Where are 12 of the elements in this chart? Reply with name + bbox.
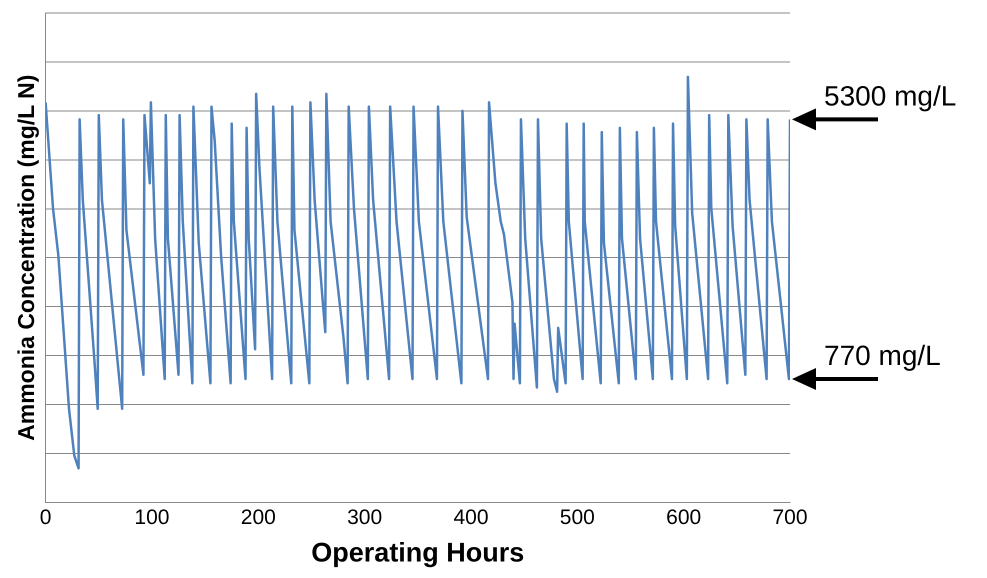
x-tick-label: 700 — [772, 506, 808, 529]
x-tick-label: 100 — [134, 506, 170, 529]
x-tick-label: 0 — [40, 506, 52, 529]
annotation: 5300 mg/L — [824, 80, 956, 112]
x-tick-label: 200 — [240, 506, 276, 529]
x-tick-label: 300 — [347, 506, 382, 529]
x-tick-label: 500 — [560, 506, 595, 529]
x-tick-label: 600 — [666, 506, 702, 529]
y-axis-title: Ammonia Concentration (mg/L N) — [13, 74, 40, 441]
annotation: 770 mg/L — [824, 340, 941, 371]
x-tick-label: 400 — [453, 506, 488, 529]
x-axis-title: Operating Hours — [311, 537, 524, 568]
